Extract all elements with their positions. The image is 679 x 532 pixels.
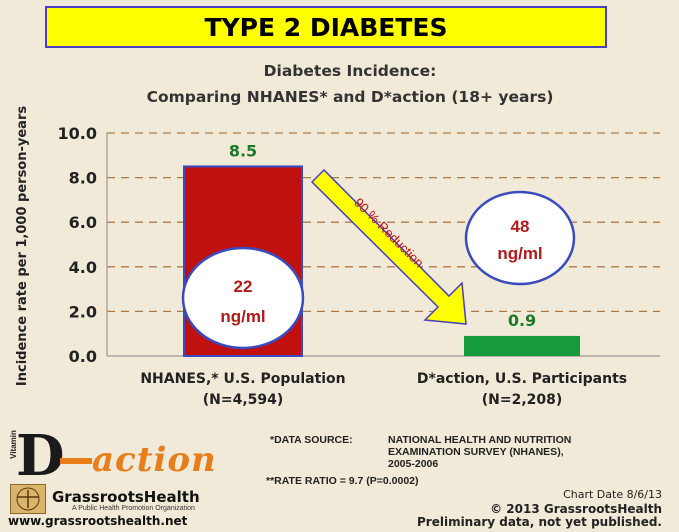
y-tick-label: 10.0 — [58, 124, 97, 143]
daction-level-unit: ng/ml — [497, 244, 542, 263]
y-tick-label: 8.0 — [69, 169, 97, 188]
nhanes-level-bubble: 22 ng/ml — [181, 246, 305, 350]
copyright: © 2013 GrassrootsHealth — [490, 502, 662, 516]
org-name: GrassrootsHealth — [52, 488, 200, 506]
x-category-sublabel: (N=4,594) — [203, 392, 284, 408]
chart-date: Chart Date 8/6/13 — [563, 488, 662, 501]
rate-ratio: **RATE RATIO = 9.7 (P=0.0002) — [266, 475, 419, 487]
y-tick-label: 2.0 — [69, 302, 97, 321]
y-axis-label: Incidence rate per 1,000 person-years — [15, 106, 30, 386]
preliminary-note: Preliminary data, not yet published. — [416, 515, 662, 529]
action-logo: action — [92, 440, 217, 480]
data-source-text: NATIONAL HEALTH AND NUTRITION EXAMINATIO… — [388, 434, 572, 470]
x-category-label: D*action, U.S. Participants — [417, 371, 627, 387]
x-category-sublabel: (N=2,208) — [482, 392, 563, 408]
data-source-label: *DATA SOURCE: — [270, 434, 353, 446]
bar — [464, 335, 580, 356]
bar-value-label: 8.5 — [229, 141, 257, 160]
daction-level-bubble: 48 ng/ml — [464, 190, 576, 286]
banner-title: TYPE 2 DIABETES — [204, 12, 448, 42]
reduction-arrow: 90 % Reduction — [310, 168, 467, 325]
daction-level-value: 48 — [511, 217, 530, 236]
nhanes-level-value: 22 — [234, 277, 253, 296]
x-category-label: NHANES,* U.S. Population — [140, 371, 345, 387]
org-url[interactable]: www.grassrootshealth.net — [8, 514, 188, 528]
vitruvian-logo-icon — [10, 484, 46, 514]
chart-title-line2: Comparing NHANES* and D*action (18+ year… — [146, 88, 554, 106]
org-tagline: A Public Health Promotion Organization — [72, 505, 195, 512]
d-logo-letter: D — [16, 423, 65, 489]
title-banner: TYPE 2 DIABETES — [45, 6, 607, 48]
y-tick-label: 4.0 — [69, 258, 97, 277]
bar-value-label: 0.9 — [508, 311, 536, 330]
chart-title-line1: Diabetes Incidence: — [263, 62, 437, 80]
y-tick-label: 0.0 — [69, 347, 97, 366]
nhanes-level-unit: ng/ml — [220, 307, 265, 326]
dash-icon — [60, 458, 92, 464]
y-tick-label: 6.0 — [69, 213, 97, 232]
